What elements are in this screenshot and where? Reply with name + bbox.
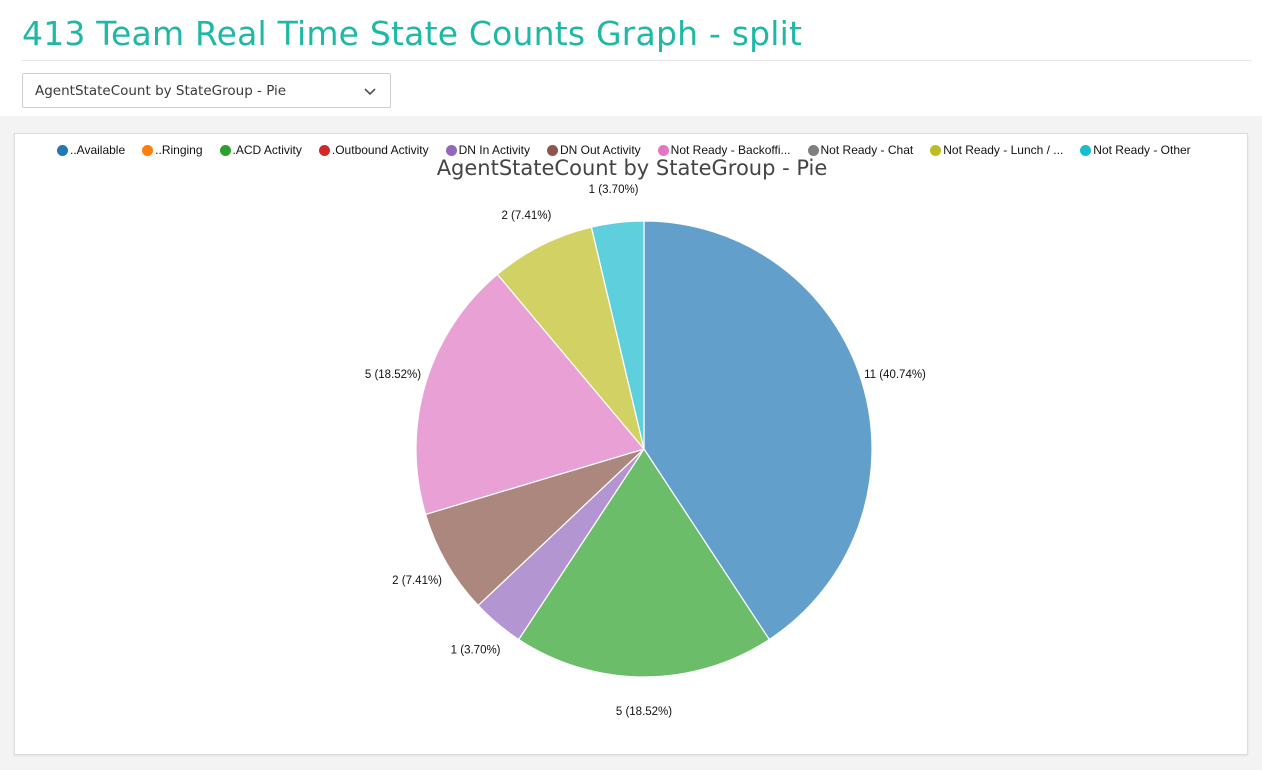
legend-label: Not Ready - Chat: [820, 143, 914, 157]
legend-item[interactable]: .Outbound Activity: [318, 143, 429, 157]
legend-item[interactable]: Not Ready - Chat: [807, 143, 914, 157]
legend-label: DN Out Activity: [559, 143, 641, 157]
legend-item[interactable]: Not Ready - Backoffi...: [657, 143, 791, 157]
legend-label: ..Ringing: [155, 143, 203, 157]
pie-slice[interactable]: [496, 226, 645, 450]
legend-item[interactable]: .ACD Activity: [219, 143, 302, 157]
legend-swatch: [57, 144, 68, 156]
legend-label: Not Ready - Other: [1093, 143, 1191, 157]
pie-slice[interactable]: [590, 220, 645, 450]
chevron-down-icon: [364, 88, 376, 96]
legend-swatch: [142, 144, 154, 156]
slice-value-label: 11 (40.74%): [864, 369, 926, 381]
slice-value-label: 1 (3.70%): [589, 184, 639, 196]
legend-label: .Outbound Activity: [331, 143, 429, 157]
chart-card: ..Available ..Ringing .ACD Activity .Outbou…: [14, 133, 1248, 755]
slice-value-label: 2 (7.41%): [501, 210, 551, 222]
legend-label: Not Ready - Backoffi...: [670, 143, 791, 157]
chart-legend: ..Available ..Ringing .ACD Activity .Outbou…: [57, 142, 1208, 158]
slice-value-label: 5 (18.52%): [365, 369, 421, 381]
legend-swatch: [445, 144, 457, 156]
legend-swatch: [807, 144, 819, 156]
legend-swatch: [1080, 144, 1092, 156]
legend-item[interactable]: DN In Activity: [445, 143, 530, 157]
legend-item[interactable]: DN Out Activity: [546, 143, 641, 157]
legend-item[interactable]: Not Ready - Other: [1080, 143, 1191, 157]
legend-item[interactable]: Not Ready - Lunch / ...: [930, 143, 1063, 157]
legend-label: Not Ready - Lunch / ...: [943, 143, 1064, 157]
legend-label: ..Available: [70, 143, 126, 157]
legend-swatch: [930, 144, 942, 156]
legend-swatch: [318, 144, 330, 156]
title-divider: [22, 60, 1252, 61]
view-selector-label: AgentStateCount by StateGroup - Pie: [35, 82, 287, 99]
pie-slice[interactable]: [424, 448, 645, 607]
pie-chart: 11 (40.74%) 5 (18.52%) 1 (3.70%) 2 (7.41%) 5…: [365, 184, 926, 718]
pie-slice[interactable]: [517, 447, 771, 678]
slice-value-label: 1 (3.70%): [451, 645, 501, 657]
legend-swatch: [657, 144, 669, 156]
legend-label: .ACD Activity: [232, 143, 302, 157]
page-title: 413 Team Real Time State Counts Graph - …: [22, 14, 803, 53]
view-selector-dropdown[interactable]: AgentStateCount by StateGroup - Pie: [22, 73, 391, 108]
pie-slice[interactable]: [415, 273, 646, 516]
legend-swatch: [546, 144, 558, 156]
legend-item[interactable]: ..Ringing: [142, 143, 203, 157]
slice-value-label: 2 (7.41%): [392, 575, 442, 587]
chart-title: AgentStateCount by StateGroup - Pie: [436, 156, 828, 180]
slice-value-label: 5 (18.52%): [616, 706, 672, 718]
legend-swatch: [219, 144, 231, 156]
legend-label: DN In Activity: [458, 143, 530, 157]
legend-item[interactable]: ..Available: [57, 143, 125, 157]
